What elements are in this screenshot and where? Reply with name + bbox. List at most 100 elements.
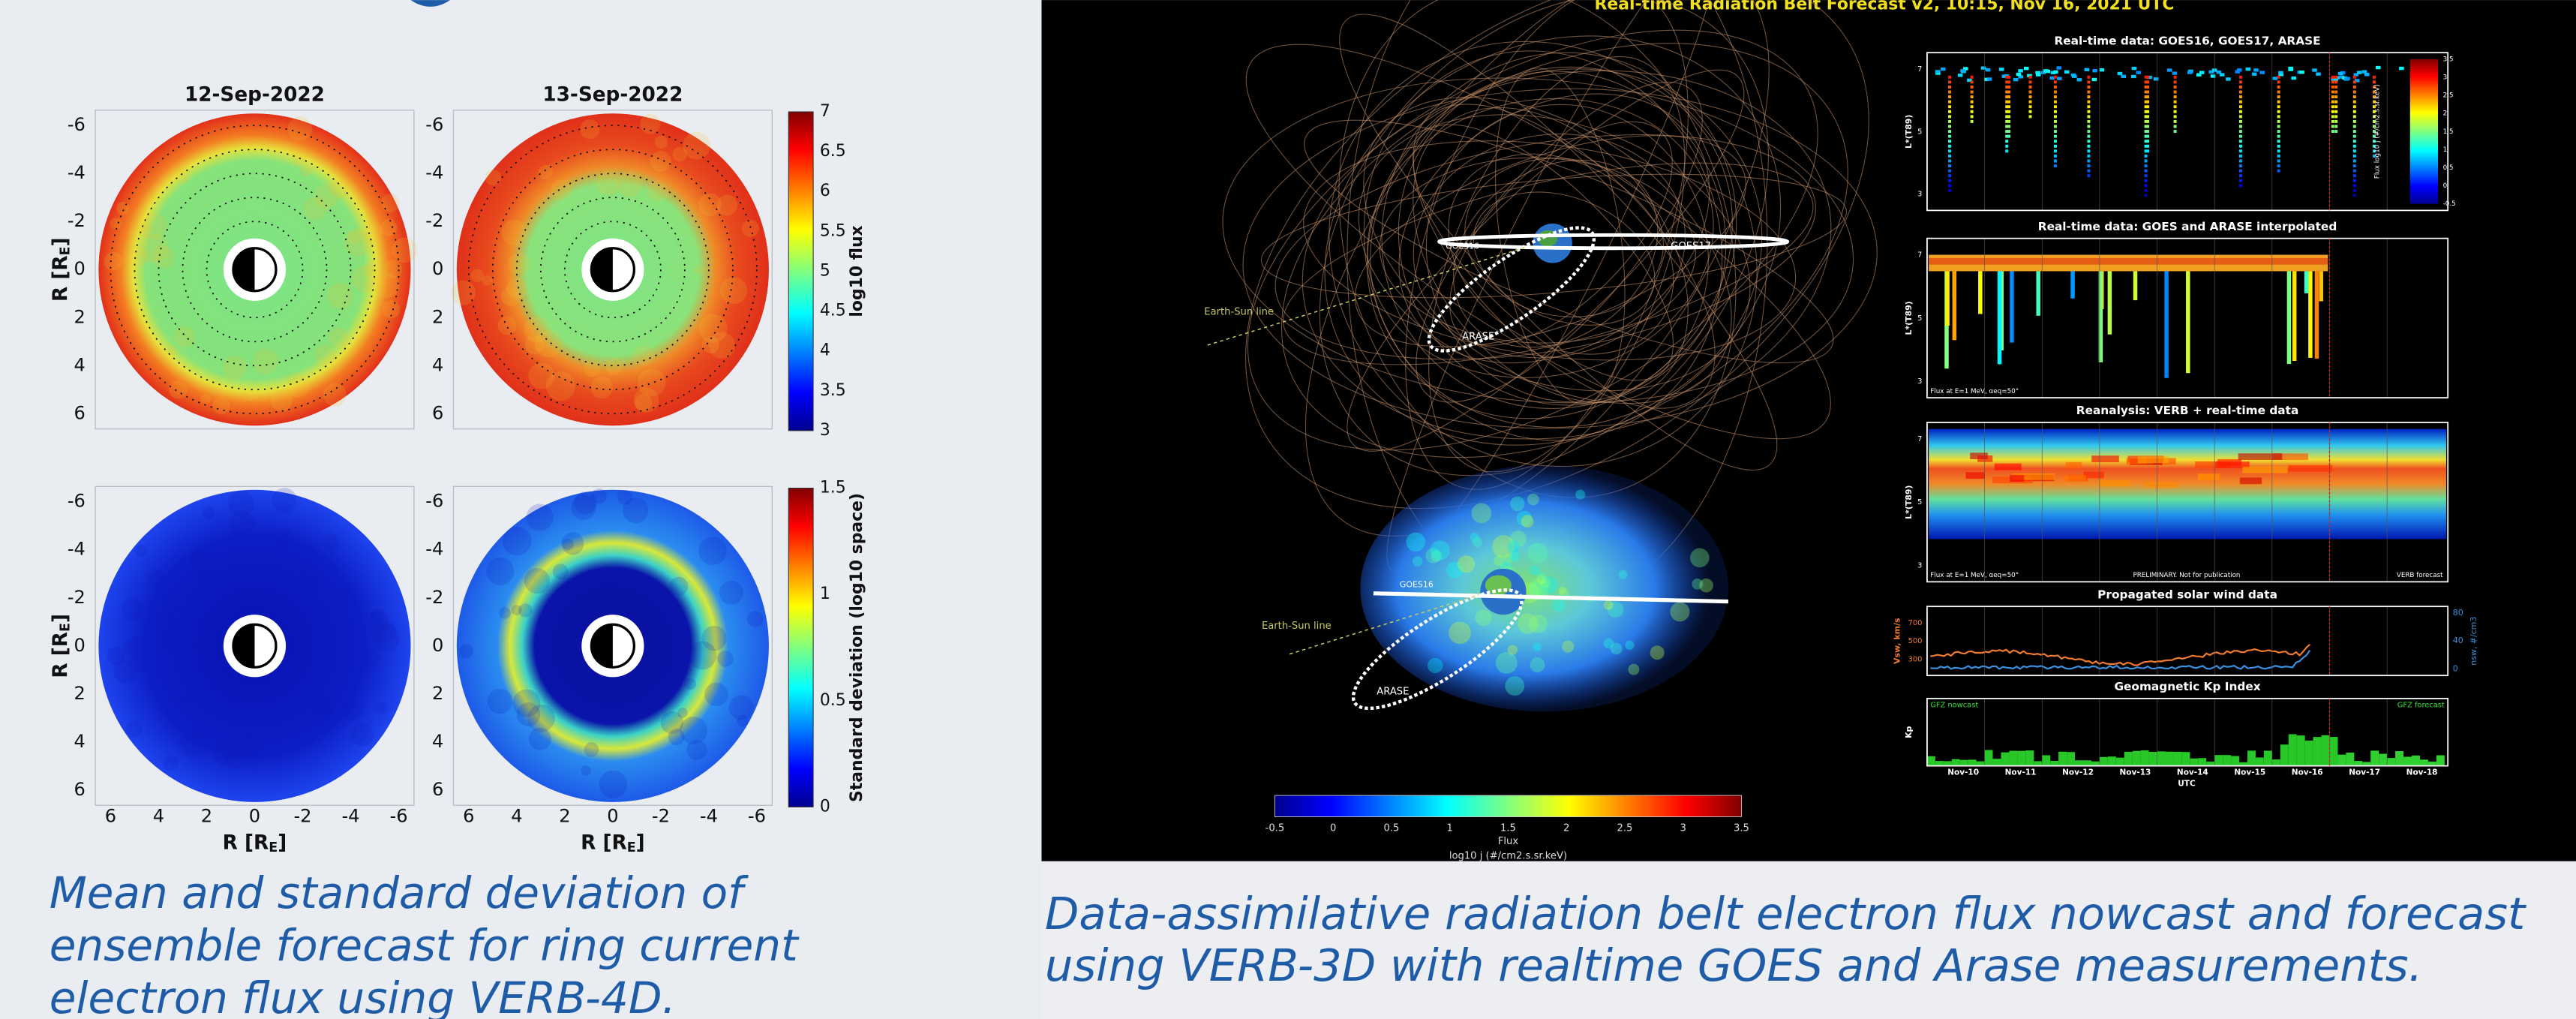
x-tick-label: 6 bbox=[105, 806, 116, 827]
flux-dot bbox=[2239, 160, 2242, 163]
axis-label-sub: E bbox=[269, 840, 278, 855]
panel-title: Reanalysis: VERB + real-time data bbox=[2076, 404, 2299, 417]
flux-dot bbox=[2174, 86, 2177, 89]
flux-dot bbox=[2087, 160, 2090, 163]
flux-dot bbox=[2277, 160, 2280, 163]
texture-spot bbox=[300, 166, 311, 177]
axis-label-close: ] bbox=[636, 831, 645, 854]
caption-line: ensemble forecast for ring current bbox=[50, 920, 800, 971]
texture-spot bbox=[485, 170, 501, 185]
x-tick-label: -2 bbox=[293, 806, 311, 827]
kp-bar bbox=[2001, 753, 2009, 766]
kp-bar bbox=[2198, 758, 2206, 765]
heat-band bbox=[1929, 429, 2446, 540]
flux-dot bbox=[2054, 76, 2057, 79]
y-tick-label: 2 bbox=[432, 683, 443, 704]
texture-spot bbox=[617, 172, 643, 197]
flux-dot bbox=[2353, 110, 2356, 113]
texture-spot bbox=[329, 328, 350, 349]
texture-spot bbox=[191, 561, 220, 589]
flux-dot bbox=[2087, 115, 2090, 118]
heat-stroke bbox=[2304, 271, 2308, 293]
x-label: UTC bbox=[2178, 780, 2196, 789]
flux-dot bbox=[2035, 71, 2040, 74]
colorbar-tick-label: 0 bbox=[820, 797, 830, 816]
x-tick-label: Nov-13 bbox=[2119, 768, 2151, 777]
inset-tick-label: 2 bbox=[2443, 110, 2448, 118]
page: -6-4-20246R [RE]-6-4-20246-6-4-202466420… bbox=[0, 0, 2576, 1019]
heat-band bbox=[1929, 258, 2328, 265]
texture-spot bbox=[113, 659, 138, 684]
flux-dot bbox=[2087, 105, 2090, 108]
kp-bar bbox=[2067, 752, 2075, 765]
texture-spot bbox=[245, 390, 256, 401]
texture-spot bbox=[213, 397, 230, 414]
flux-dot bbox=[2087, 95, 2090, 98]
kp-bar bbox=[2181, 752, 2190, 765]
y2-tick-label: 80 bbox=[2453, 608, 2463, 618]
flux-dot bbox=[2029, 115, 2032, 118]
heat-stroke bbox=[1945, 271, 1949, 326]
kp-bar bbox=[2280, 744, 2289, 765]
flux-dot bbox=[1948, 145, 1951, 148]
texture-spot bbox=[617, 490, 632, 505]
heat-stroke bbox=[2315, 271, 2319, 358]
texture-spot bbox=[580, 119, 599, 139]
flux-dot bbox=[2399, 67, 2404, 70]
texture-spot bbox=[176, 694, 193, 711]
texture-spot bbox=[553, 564, 569, 579]
flux-dot bbox=[2252, 73, 2257, 76]
scene-label: Earth-Sun line bbox=[1262, 621, 1332, 632]
y-tick-label: 6 bbox=[74, 779, 86, 800]
texture-spot bbox=[634, 345, 654, 365]
flux-dot bbox=[1948, 140, 1951, 143]
flux-dot bbox=[2334, 91, 2337, 94]
y-tick-label: -2 bbox=[425, 210, 443, 231]
flux-dot bbox=[2277, 86, 2280, 89]
y-tick-label: 5 bbox=[1917, 128, 1922, 136]
texture-spot bbox=[698, 537, 727, 565]
blob-texture bbox=[1625, 641, 1634, 650]
kp-bar bbox=[1927, 756, 1935, 766]
y-tick-label: -6 bbox=[425, 491, 443, 512]
flux-dot bbox=[2145, 125, 2148, 128]
flux-dot bbox=[2029, 105, 2032, 108]
texture-spot bbox=[499, 607, 511, 619]
axis-label-close: ] bbox=[50, 237, 72, 246]
y-tick-label: 0 bbox=[432, 635, 443, 656]
flux-dot bbox=[2072, 75, 2077, 78]
flux-dot bbox=[2353, 130, 2356, 133]
kp-bar bbox=[2395, 751, 2403, 766]
kp-bar bbox=[2305, 741, 2313, 766]
flux-dot bbox=[1971, 91, 1974, 94]
colorbar bbox=[788, 112, 813, 431]
flux-dot bbox=[2174, 80, 2177, 83]
kp-bar bbox=[2297, 735, 2305, 765]
colorbar-tick-label: 0 bbox=[1330, 822, 1336, 834]
kp-bar bbox=[2264, 750, 2272, 765]
y2-tick-label: 0 bbox=[2453, 663, 2458, 673]
flux-dot bbox=[2373, 80, 2376, 83]
caption-line: Mean and standard deviation of bbox=[50, 867, 749, 918]
flux-dot bbox=[2277, 101, 2280, 104]
flux-dot bbox=[2353, 189, 2356, 192]
x-tick-label: -6 bbox=[748, 806, 766, 827]
flux-dot bbox=[2016, 73, 2022, 76]
colorbar-label: Flux bbox=[1498, 836, 1519, 847]
flux-dot bbox=[2277, 76, 2280, 79]
texture-spot bbox=[275, 529, 294, 548]
inset-label: Flux log10 j (#/cm2.s.sr.keV) bbox=[2374, 84, 2382, 179]
flux-dot bbox=[2277, 125, 2280, 128]
kp-bar bbox=[2272, 759, 2280, 766]
colorbar-tick-label: 0.5 bbox=[1384, 822, 1400, 834]
texture-spot bbox=[650, 151, 671, 172]
kp-bar bbox=[2116, 758, 2124, 766]
flux-dot bbox=[2334, 110, 2337, 113]
kp-bar bbox=[2190, 759, 2198, 766]
blob-texture bbox=[1603, 639, 1614, 649]
flux-dot bbox=[2353, 105, 2356, 108]
heat-stroke bbox=[2133, 271, 2137, 300]
flux-dot bbox=[2353, 170, 2356, 173]
texture-spot bbox=[169, 380, 188, 399]
texture-spot bbox=[381, 194, 399, 212]
